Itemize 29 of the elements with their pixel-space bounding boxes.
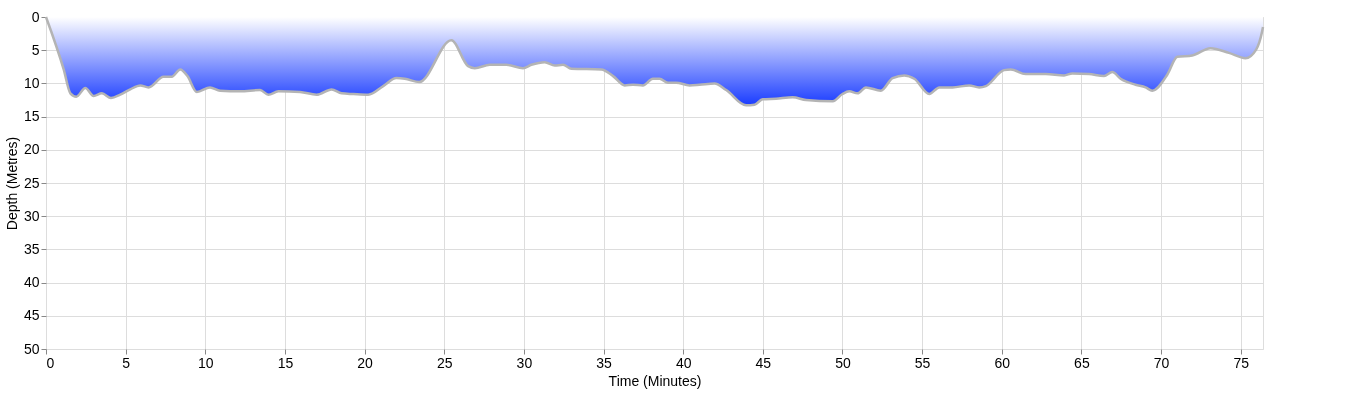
y-tick-label: 35 (23, 240, 40, 257)
x-tick-label: 75 (1233, 354, 1250, 371)
x-tick-label: 55 (914, 354, 931, 371)
x-tick-label: 30 (516, 354, 533, 371)
y-tick-label: 45 (23, 307, 40, 324)
x-tick-label: 20 (357, 354, 374, 371)
x-tick-label: 15 (277, 354, 294, 371)
x-tick-label: 35 (596, 354, 613, 371)
y-tick-label: 50 (23, 340, 40, 357)
x-tick-label: 70 (1153, 354, 1170, 371)
y-tick-label: 40 (23, 274, 40, 291)
x-tick-label: 40 (675, 354, 692, 371)
x-tick-label: 5 (122, 354, 131, 371)
y-tick-label: 10 (23, 74, 40, 91)
y-tick-label: 30 (23, 207, 40, 224)
y-tick-label: 20 (23, 141, 40, 158)
x-tick-label: 60 (994, 354, 1011, 371)
y-tick-label: 25 (23, 174, 40, 191)
x-tick-label: 50 (835, 354, 851, 371)
x-tick-label: 0 (46, 354, 55, 371)
y-axis-title: Depth (Metres) (3, 136, 20, 231)
x-tick-label: 65 (1074, 354, 1090, 371)
y-tick-label: 15 (23, 108, 40, 125)
x-tick-label: 25 (436, 354, 453, 371)
x-axis-title: Time (Minutes) (608, 372, 702, 389)
x-tick-label: 45 (755, 354, 772, 371)
x-tick-label: 10 (198, 354, 214, 371)
y-tick-label: 0 (31, 8, 40, 25)
y-tick-label: 5 (31, 41, 40, 58)
